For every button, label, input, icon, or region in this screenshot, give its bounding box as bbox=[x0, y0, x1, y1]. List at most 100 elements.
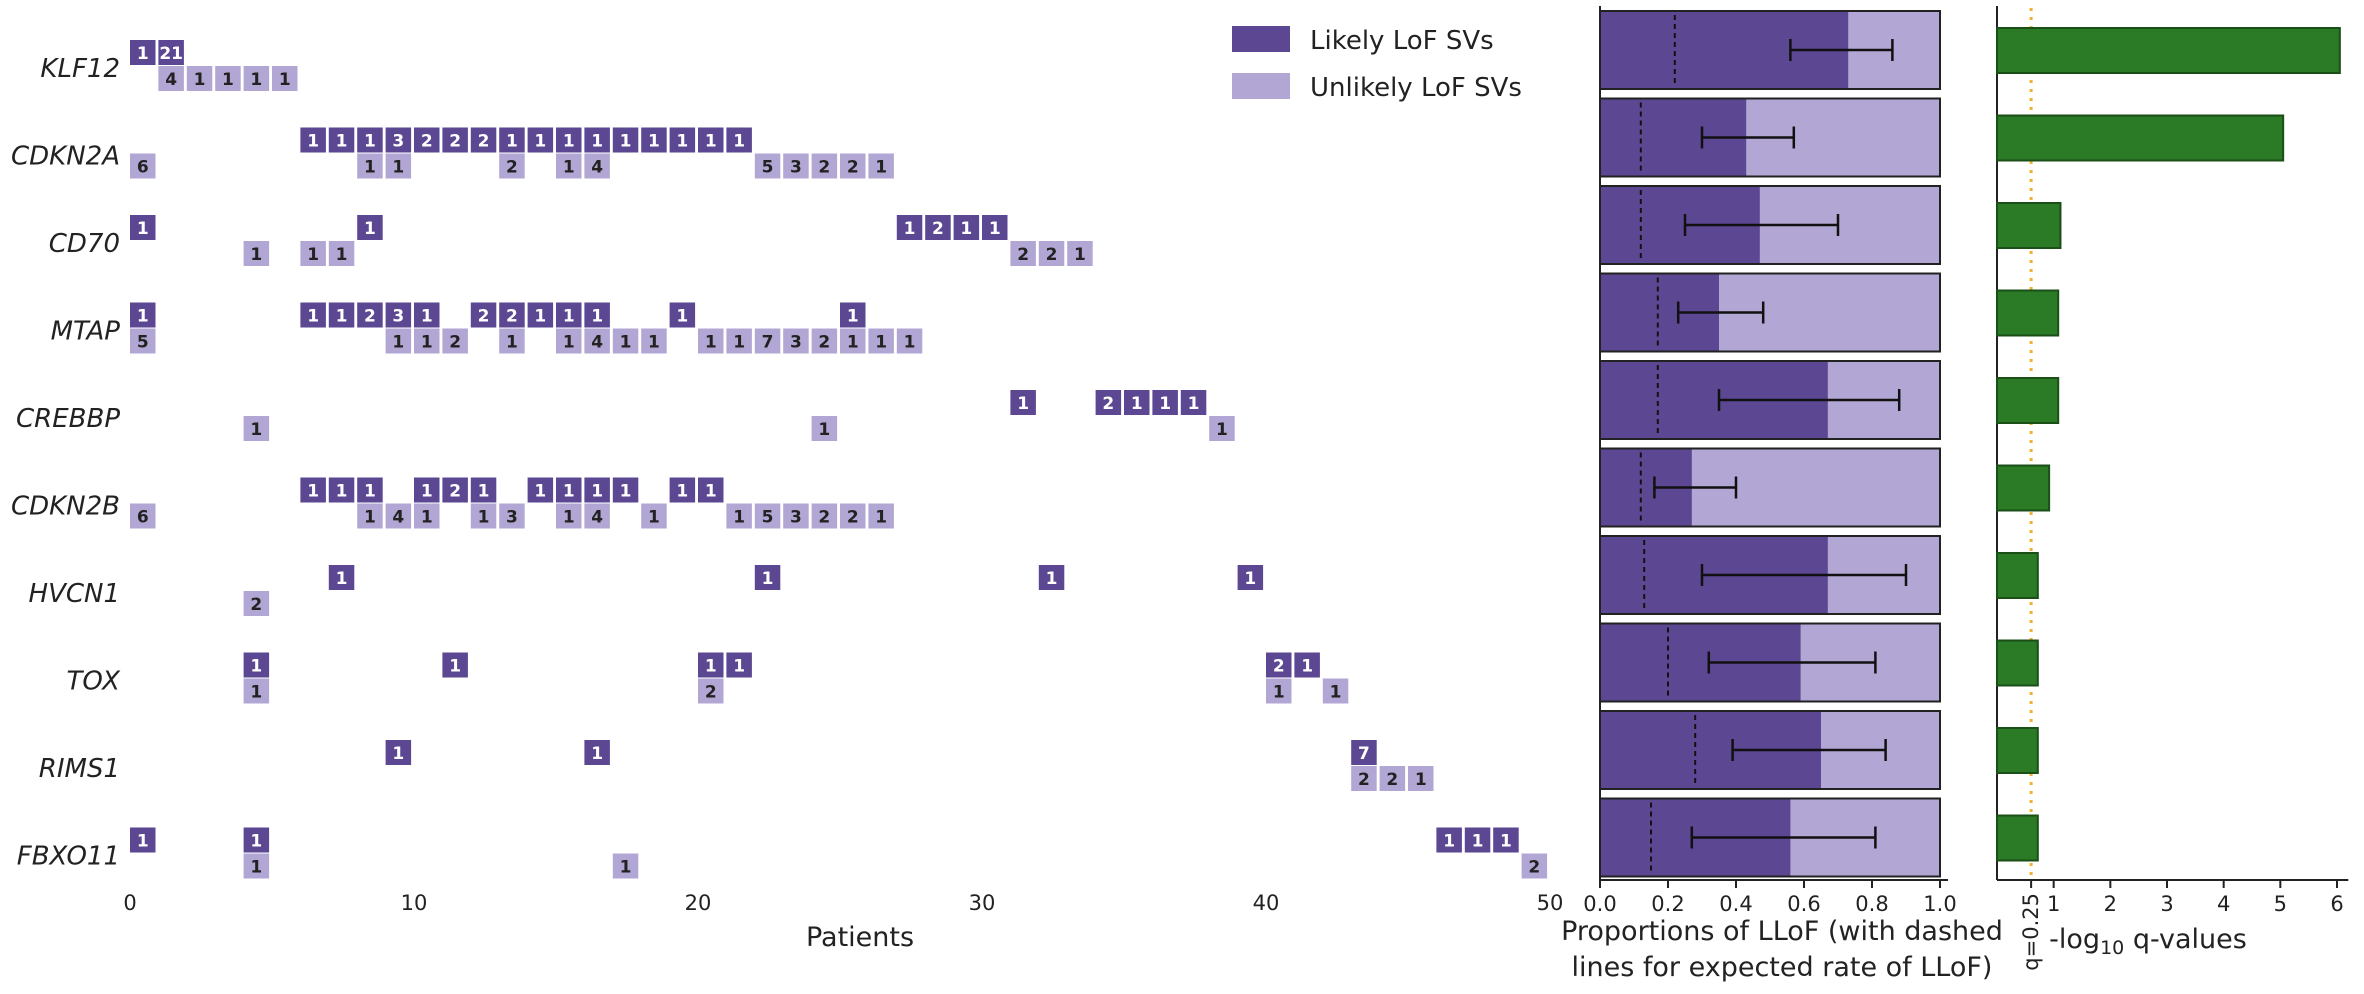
proportion-bar-outline bbox=[1599, 10, 1941, 90]
proportion-bar-outline bbox=[1599, 97, 1941, 178]
likely-count: 2 bbox=[449, 482, 461, 502]
likely-cell bbox=[130, 40, 156, 65]
q-tick-label: 6 bbox=[2330, 892, 2343, 916]
unlikely-cell bbox=[698, 678, 724, 704]
likely-count: 2 bbox=[1102, 394, 1114, 414]
unlikely-cell bbox=[243, 853, 270, 879]
unlikely-cell bbox=[130, 503, 156, 529]
unlikely-cell bbox=[811, 153, 838, 179]
unlikely-cell bbox=[584, 328, 610, 354]
unlikely-count: 4 bbox=[591, 508, 603, 528]
likely-cell bbox=[754, 565, 781, 590]
likely-cell bbox=[726, 652, 752, 678]
likely-count: 1 bbox=[563, 482, 575, 502]
likely-count: 1 bbox=[733, 657, 745, 677]
proportion-tick-label: 0.6 bbox=[1787, 892, 1820, 916]
proportion-bar-outline bbox=[1599, 360, 1941, 440]
q-tick-label: 5 bbox=[2274, 892, 2287, 916]
likely-count: 1 bbox=[762, 569, 774, 589]
patients-tick-label: 0 bbox=[123, 891, 136, 915]
unlikely-count: 5 bbox=[762, 158, 774, 178]
likely-count: 1 bbox=[137, 307, 149, 327]
likely-cell bbox=[584, 302, 610, 328]
unlikely-cell bbox=[1351, 766, 1377, 791]
likely-count: 1 bbox=[137, 44, 149, 64]
likely-cell bbox=[385, 740, 412, 765]
unlikely-count: 1 bbox=[506, 333, 518, 353]
unlikely-cell bbox=[1521, 853, 1548, 879]
likely-cell bbox=[527, 127, 554, 153]
unlikely-count: 3 bbox=[790, 158, 802, 178]
unlikely-cell bbox=[385, 328, 412, 354]
unlikely-cell bbox=[556, 503, 582, 529]
likely-cell bbox=[328, 565, 355, 590]
likely-count: 1 bbox=[733, 132, 745, 152]
likely-cell bbox=[1294, 652, 1320, 678]
likely-cell bbox=[357, 127, 383, 153]
likely-cell bbox=[669, 302, 696, 328]
q-value-bar bbox=[1996, 114, 2285, 162]
unlikely-cell bbox=[243, 591, 270, 616]
proportion-bar-outline bbox=[1599, 622, 1941, 703]
q-value-bar bbox=[1996, 27, 2341, 74]
unlikely-cell bbox=[754, 503, 781, 529]
likely-count: 1 bbox=[676, 482, 688, 502]
unlikely-cell bbox=[783, 328, 809, 354]
likely-count: 1 bbox=[591, 132, 603, 152]
unlikely-cell bbox=[243, 241, 270, 266]
likely-cell bbox=[527, 302, 554, 328]
unlikely-cell bbox=[641, 503, 667, 529]
unlikely-cell bbox=[1010, 241, 1036, 266]
unlikely-count: 5 bbox=[137, 333, 149, 353]
likely-cell bbox=[1237, 565, 1264, 590]
likely-count: 1 bbox=[364, 132, 376, 152]
likely-count: 1 bbox=[591, 482, 603, 502]
likely-cell bbox=[698, 477, 724, 503]
unlikely-cell bbox=[783, 503, 809, 529]
unlikely-count: 1 bbox=[563, 333, 575, 353]
likely-cell bbox=[385, 127, 412, 153]
unlikely-count: 2 bbox=[818, 158, 830, 178]
likely-count: 1 bbox=[364, 482, 376, 502]
unlikely-count: 1 bbox=[648, 333, 660, 353]
likely-count: 2 bbox=[478, 307, 490, 327]
unlikely-count: 1 bbox=[194, 70, 206, 90]
likely-count: 1 bbox=[336, 132, 348, 152]
q-value-axis: -log10 q-values 1 2 3 4 5 6 q=0.25 bbox=[2019, 880, 2344, 971]
unlikely-cell bbox=[1209, 416, 1235, 441]
likely-cell bbox=[1124, 390, 1150, 415]
unlikely-cell bbox=[698, 328, 724, 354]
unlikely-count: 1 bbox=[392, 158, 404, 178]
likely-count: 1 bbox=[336, 569, 348, 589]
likely-count: 1 bbox=[676, 132, 688, 152]
q-tick-label: 2 bbox=[2104, 892, 2117, 916]
likely-count: 1 bbox=[250, 832, 262, 852]
unlikely-cell bbox=[300, 241, 326, 266]
unlikely-cell bbox=[840, 153, 866, 179]
likely-cell bbox=[1351, 740, 1377, 765]
likely-cell bbox=[556, 302, 582, 328]
unlikely-count: 2 bbox=[705, 683, 717, 703]
likely-count: 1 bbox=[1301, 657, 1313, 677]
unlikely-cell bbox=[840, 328, 866, 354]
gene-label: CDKN2A bbox=[11, 142, 120, 172]
likely-count: 1 bbox=[534, 307, 546, 327]
likely-count: 1 bbox=[1017, 394, 1029, 414]
likely-count: 2 bbox=[478, 132, 490, 152]
unlikely-cell bbox=[868, 503, 894, 529]
likely-count: 2 bbox=[932, 219, 944, 239]
unlikely-count: 2 bbox=[1358, 770, 1370, 790]
unlikely-count: 1 bbox=[733, 508, 745, 528]
unlikely-count: 1 bbox=[1330, 683, 1342, 703]
unlikely-cell bbox=[1266, 678, 1292, 704]
likely-cell bbox=[357, 215, 383, 240]
unlikely-count: 2 bbox=[847, 158, 859, 178]
unlikely-cell bbox=[641, 328, 667, 354]
patients-axis-label: Patients bbox=[806, 922, 914, 953]
unlikely-cell bbox=[243, 416, 270, 441]
q-value-axis-label: -log10 q-values bbox=[2049, 924, 2247, 959]
likely-count: 1 bbox=[563, 307, 575, 327]
gene-label: KLF12 bbox=[40, 54, 120, 84]
likely-cell bbox=[470, 477, 497, 503]
unlikely-count: 2 bbox=[1528, 858, 1540, 878]
